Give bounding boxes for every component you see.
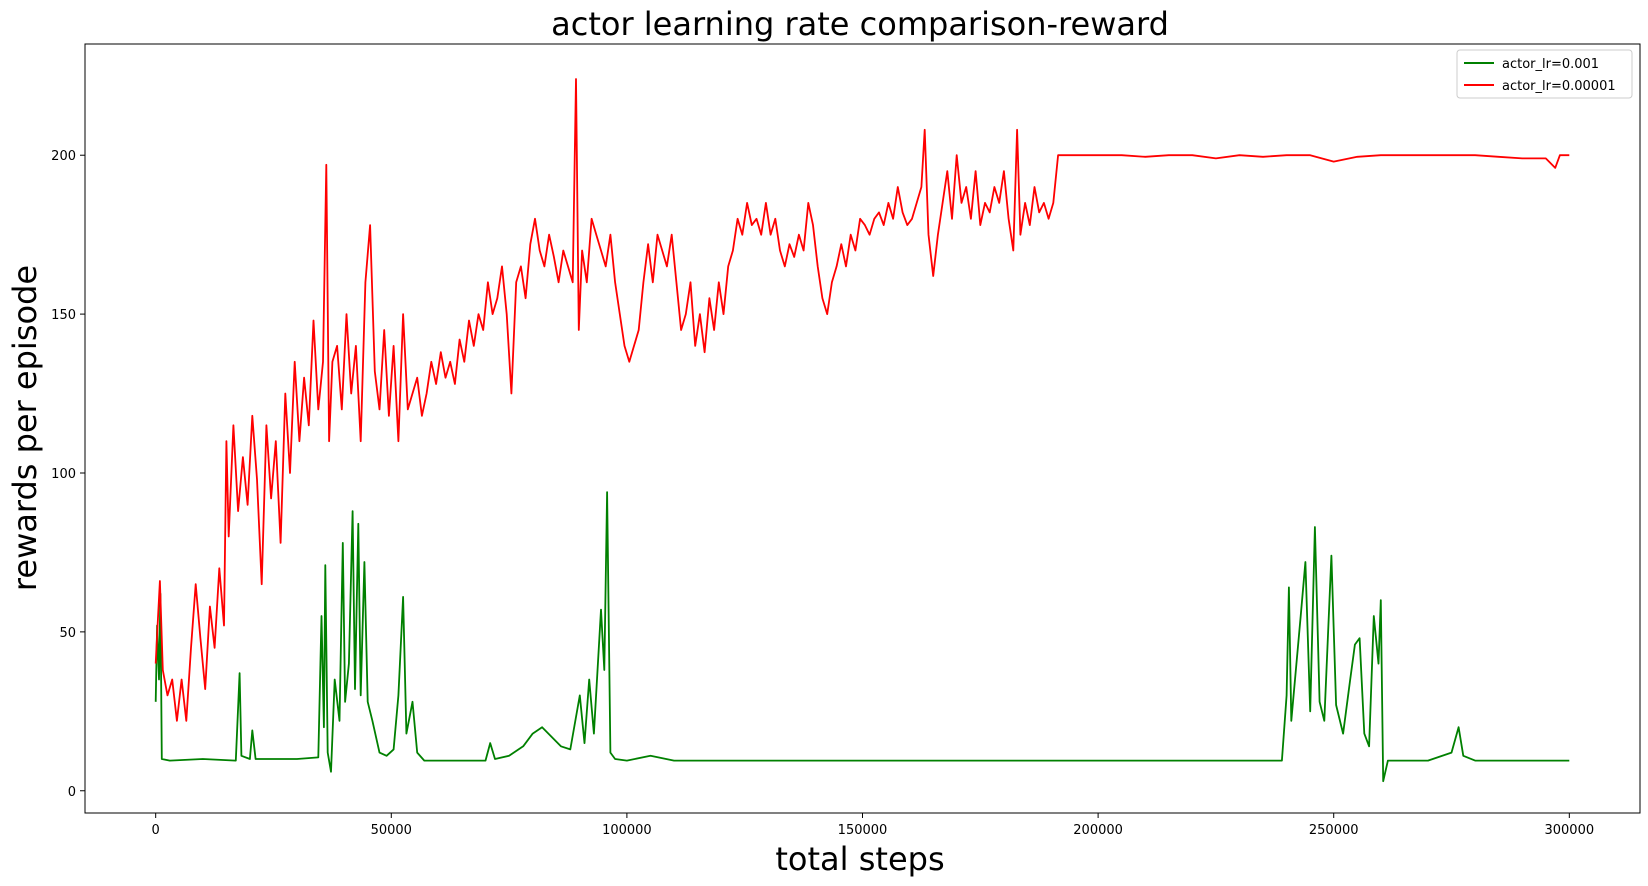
series-line-1 — [154, 78, 1570, 722]
x-tick-label-3: 150000 — [838, 823, 888, 838]
y-tick-label-2: 100 — [51, 467, 76, 482]
x-tick-label-6: 300000 — [1544, 823, 1594, 838]
y-axis-title: rewards per episode — [6, 265, 44, 591]
series-layer — [154, 78, 1570, 783]
y-tick-label-4: 200 — [51, 149, 76, 164]
x-axis: 0 50000 100000 150000 200000 250000 300000 — [152, 813, 1594, 838]
legend-label-0: actor_lr=0.001 — [1502, 57, 1599, 72]
legend-box — [1456, 49, 1633, 99]
y-axis: 0 50 100 150 200 — [51, 149, 85, 800]
y-tick-label-0: 0 — [68, 785, 76, 800]
legend-label-1: actor_lr=0.00001 — [1502, 79, 1616, 94]
legend: actor_lr=0.001 actor_lr=0.00001 — [1456, 49, 1633, 99]
chart-title: actor learning rate comparison-reward — [551, 5, 1169, 43]
plot-area — [84, 43, 1641, 814]
series-line-0 — [154, 491, 1570, 783]
x-tick-label-1: 50000 — [371, 823, 412, 838]
x-axis-title: total steps — [775, 840, 944, 878]
x-tick-label-4: 200000 — [1073, 823, 1123, 838]
y-tick-label-3: 150 — [51, 308, 76, 323]
x-tick-label-5: 250000 — [1309, 823, 1359, 838]
y-tick-label-1: 50 — [59, 626, 76, 641]
x-tick-label-0: 0 — [152, 823, 160, 838]
x-tick-label-2: 100000 — [602, 823, 652, 838]
